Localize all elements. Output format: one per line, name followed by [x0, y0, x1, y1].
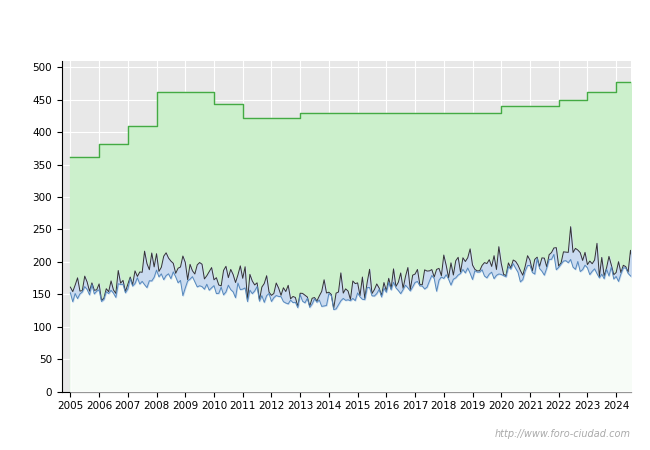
Text: Borrassà - Evolucion de la poblacion en edad de Trabajar Mayo de 2024: Borrassà - Evolucion de la poblacion en …: [76, 23, 574, 38]
Text: http://www.foro-ciudad.com: http://www.foro-ciudad.com: [495, 429, 630, 439]
